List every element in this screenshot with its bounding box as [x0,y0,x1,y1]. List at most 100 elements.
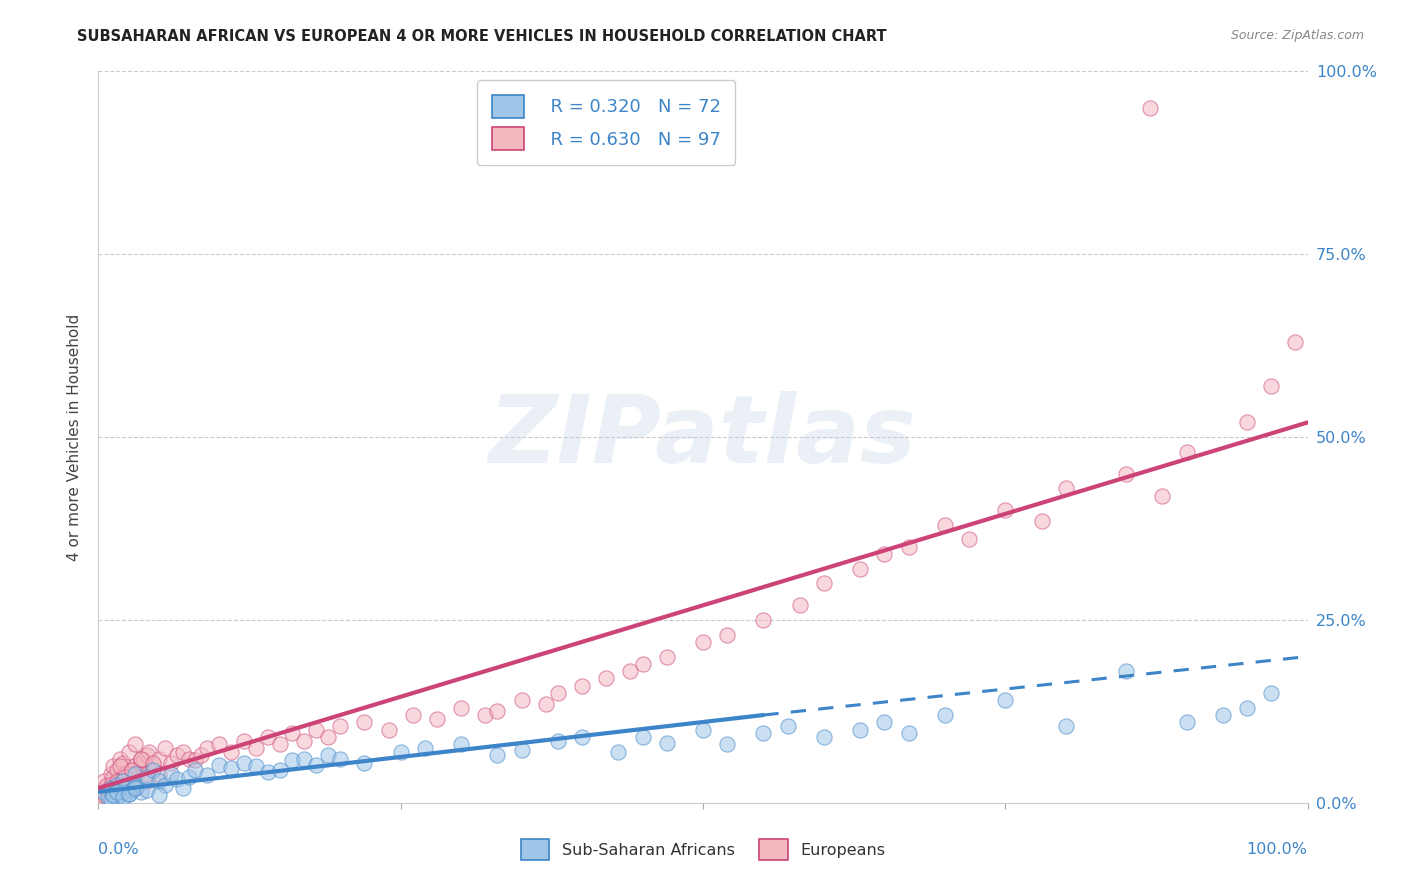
Point [1175,444,1198,458]
Point [148,766,170,780]
Point [195,740,218,755]
Point [510,743,533,757]
Point [813,730,835,744]
Point [105,792,128,806]
Point [111,785,134,799]
Point [269,737,291,751]
Point [1152,489,1174,503]
Point [148,789,170,803]
Point [1115,467,1137,481]
Point [245,759,267,773]
Point [124,766,146,780]
Point [93,781,115,796]
Point [329,752,352,766]
Point [571,730,593,744]
Text: Source: ZipAtlas.com: Source: ZipAtlas.com [1230,29,1364,42]
Point [142,763,165,777]
Point [93,785,115,799]
Point [655,649,678,664]
Point [329,719,352,733]
Point [105,778,128,792]
Point [934,708,956,723]
Point [124,781,146,796]
Point [208,757,231,772]
Point [100,778,122,792]
Point [172,745,194,759]
Point [849,723,872,737]
Point [402,708,425,723]
Point [377,723,399,737]
Text: ZIPatlas: ZIPatlas [489,391,917,483]
Point [1260,379,1282,393]
Point [353,715,375,730]
Point [124,781,146,796]
Point [413,740,436,755]
Point [994,693,1017,707]
Point [179,770,201,784]
Point [184,763,207,777]
Legend: Sub-Saharan Africans, Europeans: Sub-Saharan Africans, Europeans [513,831,893,868]
Point [486,748,509,763]
Point [256,730,278,744]
Point [100,766,122,780]
Point [105,773,128,788]
Point [135,770,157,784]
Point [124,759,146,773]
Point [129,752,152,766]
Point [190,748,212,763]
Point [305,757,328,772]
Point [101,770,124,784]
Point [160,756,183,770]
Point [1236,416,1258,430]
Point [1054,719,1077,733]
Point [105,763,128,777]
Point [93,787,115,801]
Point [631,730,654,744]
Point [134,753,156,767]
Point [195,768,218,782]
Point [153,778,176,792]
Point [716,627,738,641]
Point [118,772,141,787]
Point [547,733,569,747]
Point [97,789,120,804]
Point [135,766,157,780]
Point [124,737,146,751]
Text: 100.0%: 100.0% [1247,842,1308,856]
Point [111,789,134,804]
Point [93,773,115,788]
Point [172,781,194,796]
Point [897,540,920,554]
Point [510,693,533,707]
Point [692,723,714,737]
Point [776,719,799,733]
Point [1054,481,1077,495]
Point [934,517,956,532]
Point [1115,664,1137,678]
Point [148,773,170,788]
Point [256,765,278,780]
Point [813,576,835,591]
Point [121,782,143,797]
Point [91,789,114,803]
Point [208,737,231,751]
Point [105,785,128,799]
Point [692,635,714,649]
Point [873,547,896,561]
Point [353,756,375,770]
Point [486,705,509,719]
Point [101,787,124,801]
Point [752,613,775,627]
Point [142,757,165,772]
Point [450,700,472,714]
Point [292,752,315,766]
Point [121,763,143,777]
Point [108,752,131,766]
Point [111,773,134,788]
Point [221,761,243,775]
Text: SUBSAHARAN AFRICAN VS EUROPEAN 4 OR MORE VEHICLES IN HOUSEHOLD CORRELATION CHART: SUBSAHARAN AFRICAN VS EUROPEAN 4 OR MORE… [77,29,887,44]
Point [160,766,183,780]
Point [389,745,412,759]
Point [153,740,176,755]
Point [595,672,617,686]
